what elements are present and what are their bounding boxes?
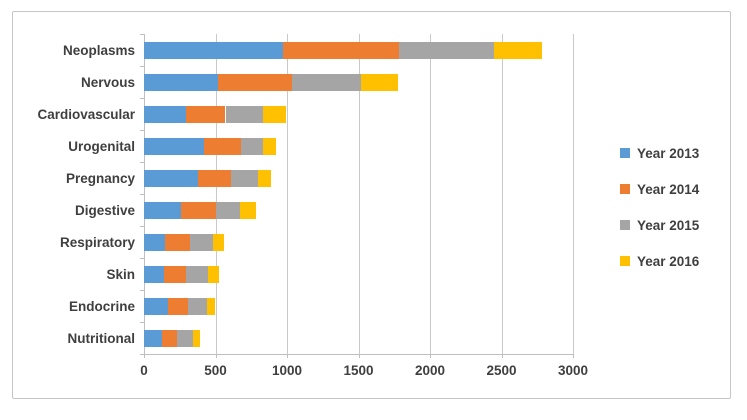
- bar-segment-year-2016[interactable]: [207, 265, 220, 283]
- x-axis-tick: [358, 354, 360, 358]
- legend-item-year-2016[interactable]: Year 2016: [620, 253, 700, 269]
- x-axis-tick: [501, 354, 503, 358]
- x-tick-label: 1000: [271, 363, 303, 378]
- bar-segment-year-2013[interactable]: [144, 265, 165, 283]
- x-tick-label: 1500: [343, 363, 374, 378]
- y-axis-line: [144, 34, 145, 354]
- bar-segment-year-2015[interactable]: [216, 201, 240, 219]
- bar-segment-year-2015[interactable]: [398, 41, 494, 59]
- bar-segment-year-2013[interactable]: [144, 105, 187, 123]
- legend-swatch-icon: [620, 148, 630, 158]
- category-label: Endocrine: [68, 298, 135, 314]
- bar-segment-year-2013[interactable]: [144, 169, 199, 187]
- x-axis-tick: [573, 354, 574, 358]
- bar-segment-year-2014[interactable]: [204, 137, 242, 155]
- bar-segment-year-2015[interactable]: [230, 169, 259, 187]
- bar-segment-year-2016[interactable]: [263, 105, 286, 123]
- bar-segment-year-2014[interactable]: [164, 265, 187, 283]
- bar-segment-year-2013[interactable]: [144, 329, 162, 347]
- category-label: Cardiovascular: [37, 106, 135, 122]
- x-tick-label: 2500: [486, 363, 517, 378]
- gridline: [358, 34, 360, 354]
- bar-segment-year-2014[interactable]: [282, 41, 399, 59]
- category-label: Skin: [106, 266, 135, 282]
- bar-segment-year-2016[interactable]: [206, 297, 216, 315]
- y-axis-tick: [140, 226, 144, 227]
- bar-segment-year-2014[interactable]: [165, 233, 191, 251]
- gridline: [287, 34, 288, 354]
- bar-segment-year-2015[interactable]: [241, 137, 264, 155]
- bar-segment-year-2016[interactable]: [493, 41, 542, 59]
- legend-label: Year 2016: [637, 253, 700, 269]
- bar-segment-year-2015[interactable]: [292, 73, 361, 91]
- bar-segment-year-2016[interactable]: [263, 137, 276, 155]
- bar-segment-year-2015[interactable]: [190, 233, 213, 251]
- bar-segment-year-2014[interactable]: [218, 73, 292, 91]
- x-tick-label: 3000: [557, 363, 589, 378]
- x-axis-tick: [144, 354, 145, 358]
- legend-item-year-2015[interactable]: Year 2015: [620, 217, 700, 233]
- bar-segment-year-2015[interactable]: [176, 329, 193, 347]
- category-label: Urogenital: [68, 138, 135, 154]
- y-axis-tick: [140, 290, 144, 291]
- bar-segment-year-2013[interactable]: [144, 41, 283, 59]
- y-axis-tick: [140, 162, 144, 163]
- bar-segment-year-2016[interactable]: [258, 169, 272, 187]
- bar-segment-year-2016[interactable]: [239, 201, 256, 219]
- y-axis-tick: [140, 98, 144, 99]
- bar-segment-year-2014[interactable]: [161, 329, 177, 347]
- category-label: Respiratory: [59, 234, 135, 250]
- bar-segment-year-2015[interactable]: [186, 265, 208, 283]
- x-axis-tick: [215, 354, 217, 358]
- legend-label: Year 2013: [637, 145, 700, 161]
- y-axis-tick: [140, 130, 144, 131]
- category-label: Nutritional: [67, 330, 136, 346]
- y-axis-tick: [140, 322, 144, 323]
- x-axis-tick: [430, 354, 431, 358]
- x-tick-label: 500: [204, 363, 227, 378]
- bar-segment-year-2013[interactable]: [144, 201, 182, 219]
- legend-item-year-2014[interactable]: Year 2014: [620, 181, 700, 197]
- category-label: Nervous: [80, 74, 135, 90]
- bar-segment-year-2015[interactable]: [188, 297, 207, 315]
- y-axis-tick: [140, 354, 144, 355]
- x-axis-tick: [287, 354, 288, 358]
- gridline: [430, 34, 431, 354]
- bar-segment-year-2015[interactable]: [225, 105, 264, 123]
- legend-label: Year 2015: [637, 217, 700, 233]
- bar-segment-year-2014[interactable]: [198, 169, 231, 187]
- y-axis-tick: [140, 34, 144, 35]
- bar-segment-year-2014[interactable]: [186, 105, 226, 123]
- x-tick-label: 2000: [414, 363, 446, 378]
- category-label: Pregnancy: [65, 170, 135, 186]
- legend-label: Year 2014: [637, 181, 700, 197]
- y-axis-tick: [140, 66, 144, 67]
- gridline: [215, 34, 217, 354]
- bar-segment-year-2014[interactable]: [167, 297, 189, 315]
- bar-segment-year-2016[interactable]: [192, 329, 201, 347]
- bar-segment-year-2014[interactable]: [181, 201, 217, 219]
- bar-segment-year-2013[interactable]: [144, 73, 219, 91]
- x-tick-label: 0: [140, 363, 148, 378]
- legend-swatch-icon: [620, 256, 630, 266]
- bar-segment-year-2016[interactable]: [212, 233, 225, 251]
- legend-swatch-icon: [620, 220, 630, 230]
- legend-swatch-icon: [620, 184, 630, 194]
- gridline: [573, 34, 574, 354]
- legend-item-year-2013[interactable]: Year 2013: [620, 145, 700, 161]
- category-label: Digestive: [74, 202, 135, 218]
- gridline: [501, 34, 503, 354]
- bar-segment-year-2013[interactable]: [144, 297, 168, 315]
- y-axis-tick: [140, 258, 144, 259]
- bar-segment-year-2016[interactable]: [360, 73, 398, 91]
- chart-frame: Neoplasms Nervous Cardiovascular Urogenital…: [12, 11, 731, 399]
- bar-segment-year-2013[interactable]: [144, 233, 166, 251]
- category-label: Neoplasms: [62, 42, 135, 58]
- bar-segment-year-2013[interactable]: [144, 137, 205, 155]
- y-axis-tick: [140, 194, 144, 195]
